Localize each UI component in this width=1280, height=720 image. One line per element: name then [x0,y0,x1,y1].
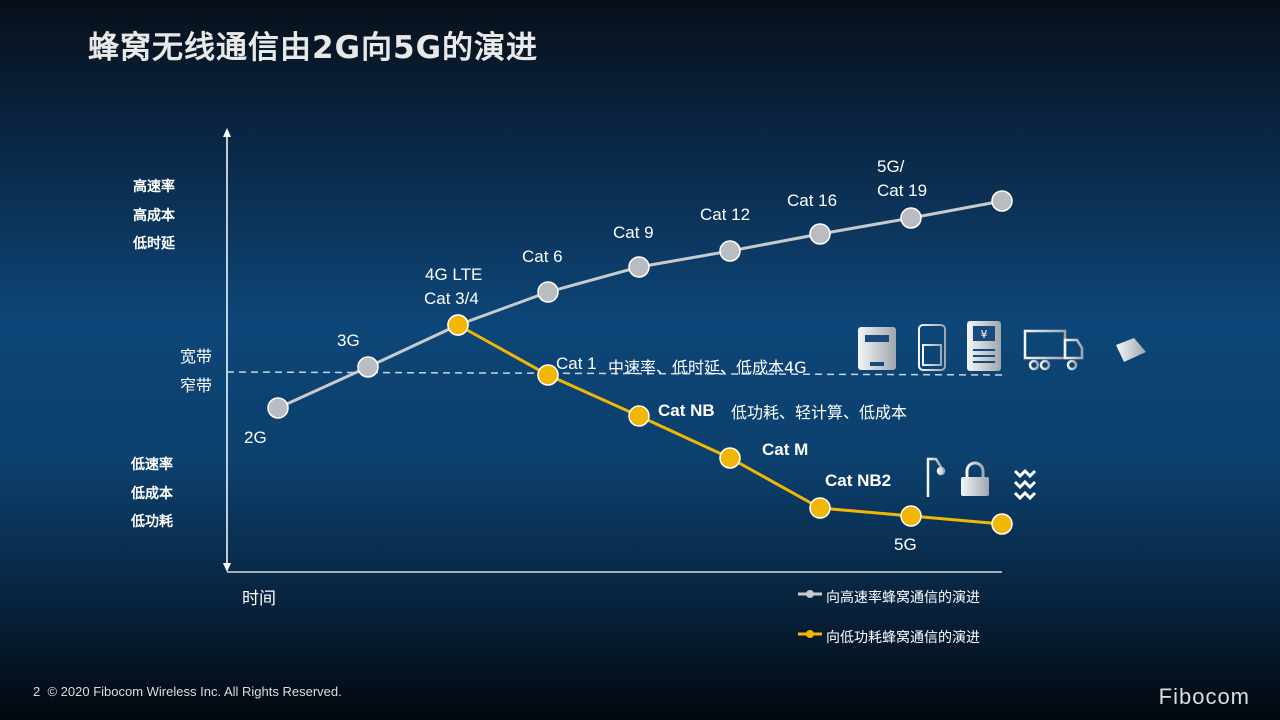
broadband-narrowband-divider [226,371,1006,376]
high-speed-node-cat-9 [628,256,650,278]
smart-lock-icon [961,461,989,496]
slide-title: 蜂窝无线通信由2G向5G的演进 [88,30,539,66]
fibocom-logo: Fibocom [1158,684,1250,709]
y-label-high-speed: 高速率 [133,179,175,195]
y-axis-arrow-top [223,128,231,137]
legend-low-power-text: 向低功耗蜂窝通信的演进 [826,630,980,646]
svg-text:¥: ¥ [981,328,988,341]
note-catnb: 低功耗、轻计算、低成本 [731,403,908,422]
walkie-talkie-icon [918,315,946,371]
y-label-low-latency: 低时延 [133,236,175,252]
y-label-high-cost: 高成本 [133,207,175,224]
label-2g: 2G [244,428,267,447]
label-cat9: Cat 9 [613,223,654,242]
page-number: 2 [33,684,41,699]
low-power-node-cat-nb2 [809,497,831,519]
note-cat1: 中速率、低时延、低成本4G [608,358,807,377]
legend-low-power: 向低功耗蜂窝通信的演进 [826,627,980,647]
low-power-node-5g [900,505,922,527]
low-power-node-cat-nb [628,405,650,427]
narrowband-label: 窄带 [180,376,213,395]
y-label-low-cost: 低成本 [131,485,173,502]
low-power-node-cat-m [719,447,741,469]
high-speed-node-3g [357,356,379,378]
legend-high-speed-text: 向高速率蜂窝通信的演进 [826,590,980,606]
label-5g: 5G/ [877,157,905,176]
low-power-node-end [991,513,1013,535]
label-cat19: Cat 19 [877,181,928,200]
label-cat3-4: Cat 3/4 [424,289,479,308]
smart-meter-icon [858,327,896,370]
label-cat16: Cat 16 [787,191,838,210]
label-cat12: Cat 12 [700,205,751,224]
truck-icon [1022,329,1084,371]
legend-high-speed: 向高速率蜂窝通信的演进 [826,587,980,607]
y-label-low-power: 低功耗 [131,514,173,530]
water-meter-icon [1013,468,1037,501]
legend-low-power-marker [806,630,814,638]
label-5g-low: 5G [894,535,917,554]
x-axis-label: 时间 [242,589,276,609]
y-bottom-labels: 低速率 低成本 低功耗 [131,451,173,537]
y-label-low-speed: 低速率 [131,457,173,473]
label-4g-lte: 4G LTE [425,265,483,284]
broadband-label: 宽带 [180,347,213,366]
label-catnb2: Cat NB2 [825,471,892,490]
label-cat1: Cat 1 [556,354,597,373]
low-power-node-cat-1 [537,364,559,386]
y-top-labels: 高速率 高成本 低时延 [133,173,175,259]
label-3g: 3G [337,331,360,350]
street-lamp-icon [926,457,946,497]
high-speed-node-end [991,190,1013,212]
footer: 2 © 2020 Fibocom Wireless Inc. All Right… [33,684,342,699]
legend-high-speed-marker [806,590,814,598]
high-speed-node-2g [267,397,289,419]
high-speed-node-5g-cat-19 [900,207,922,229]
pos-terminal-icon: ¥ [967,321,1001,371]
y-axis-arrow-bottom [223,563,231,572]
label-catnb: Cat NB [658,401,715,420]
high-speed-node-cat-16 [809,223,831,245]
copyright: © 2020 Fibocom Wireless Inc. All Rights … [47,684,342,699]
low-power-node-4g-lte-cat-3-4 [447,314,469,336]
label-catm: Cat M [762,440,809,459]
high-speed-node-cat-6 [537,281,559,303]
security-camera-icon [1105,330,1146,368]
high-speed-node-cat-12 [719,240,741,262]
label-cat6: Cat 6 [522,247,563,266]
